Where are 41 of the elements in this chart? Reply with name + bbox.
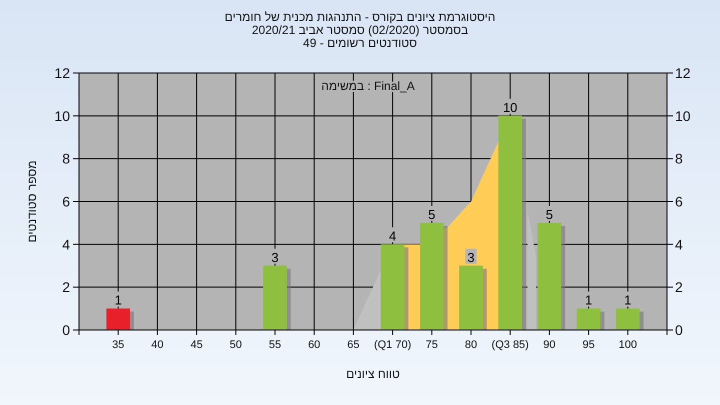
y2-tick-label: 0	[675, 322, 683, 338]
x-axis-title: טווח ציונים	[346, 367, 400, 381]
x-tick-label: 60	[308, 339, 320, 351]
y-tick-label: 0	[62, 322, 70, 338]
x-tick-label: 40	[151, 339, 164, 351]
y2-tick-label: 2	[675, 279, 683, 296]
x-tick-label: 55	[268, 339, 282, 351]
y-tick-label: 2	[62, 279, 70, 296]
y2-tick-label: 10	[675, 108, 691, 124]
data-label: 5	[546, 206, 554, 222]
x-tick-label: 80	[464, 339, 478, 351]
x-tick-label: 35	[112, 339, 124, 351]
y-tick-label: 4	[62, 236, 70, 252]
data-label: 4	[388, 228, 396, 244]
data-label: 3	[467, 250, 475, 265]
x-tick-label: 45	[190, 339, 203, 351]
y-tick-label: 10	[54, 108, 70, 124]
y-axis-title: מספר סטודנטים	[25, 160, 39, 243]
x-tick-label: 50	[230, 339, 242, 351]
x-tick-label: 75	[426, 339, 438, 351]
data-label: 3	[271, 250, 279, 265]
x-tick-label: 90	[543, 339, 556, 351]
x-tick-label: (Q3 85)	[492, 339, 529, 351]
x-tick-label: 95	[582, 339, 595, 351]
x-tick-label: 65	[347, 339, 360, 351]
x-tick-label: (Q1 70)	[374, 339, 412, 351]
data-label: 1	[584, 292, 592, 308]
chart-subtitle: בסמסטר (02/2020) סמסטר אביב 2020/21 סטודנטים רשומים - 49	[252, 23, 468, 50]
data-label: 1	[114, 292, 122, 308]
y2-tick-label: 6	[675, 194, 683, 210]
x-tick-label: 100	[618, 339, 637, 351]
y-tick-label: 6	[62, 194, 70, 210]
y2-tick-label: 12	[675, 65, 691, 81]
chart-title: היסטוגרמת ציונים בקורס - התנהגות מכנית של חומרים	[224, 10, 496, 24]
data-label: 1	[624, 292, 632, 308]
data-label: 10	[502, 100, 518, 115]
y2-tick-label: 4	[675, 236, 683, 252]
y-tick-label: 8	[62, 150, 70, 167]
data-label: 5	[428, 206, 436, 222]
y2-tick-label: 8	[675, 150, 683, 167]
y-tick-label: 12	[54, 65, 70, 81]
